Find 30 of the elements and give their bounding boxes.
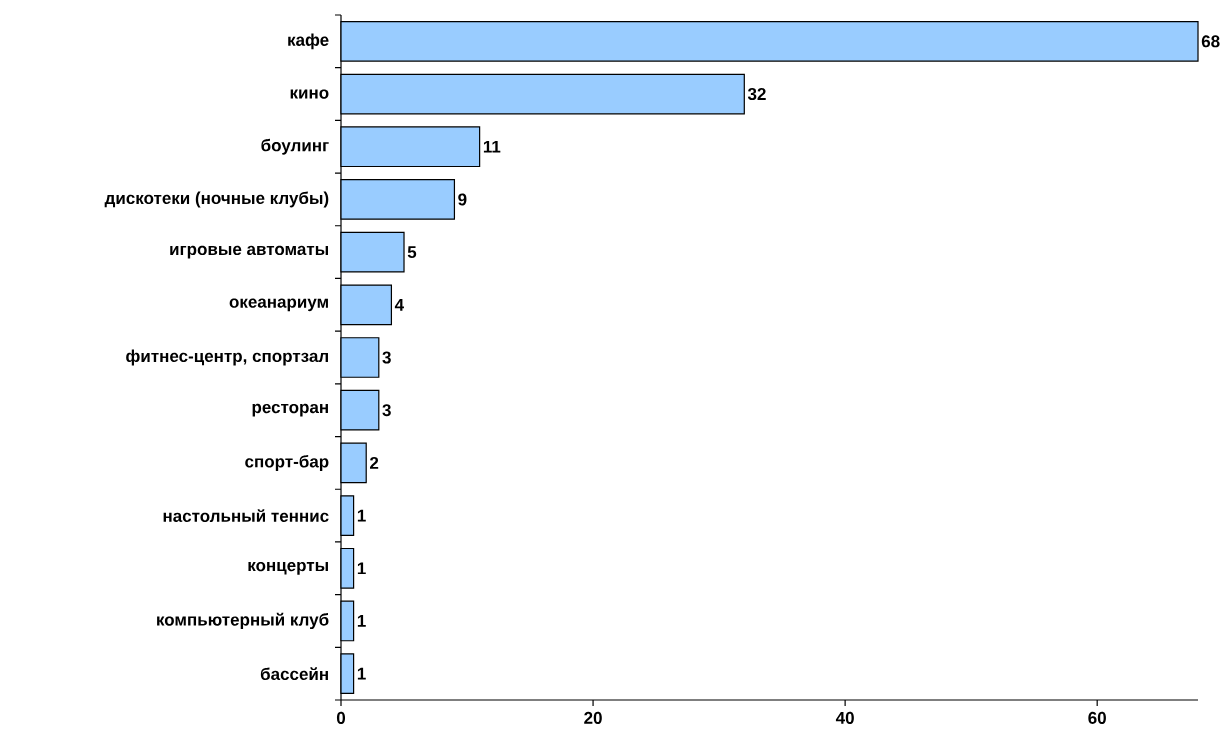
y-tick-label: океанариум [229,298,328,312]
y-tick-label: настольный теннис [163,509,329,522]
data-label: 2 [370,456,379,469]
x-tick-label: 60 [1088,711,1106,724]
y-tick-label: бассейн [260,667,328,681]
y-tick-label: концерты [248,561,328,575]
y-tick-label: кафе [288,33,329,50]
x-tick-label: 0 [336,711,346,724]
y-tick-label: кино [290,89,329,99]
data-label: 1 [357,562,366,575]
y-tick-label: ресторан [252,403,328,417]
data-label: 1 [357,615,366,627]
y-tick-label: фитнес-центр, спортзал [126,349,328,366]
data-label: 11 [483,140,501,153]
y-tick-label: дискотеки (ночные клубы) [104,191,329,208]
y-tick-label: боулинг [261,138,329,155]
data-label: 68 [1201,35,1220,48]
y-tick-label: игровые автоматы [170,245,328,259]
data-label: 4 [394,298,404,311]
data-label: 1 [357,667,366,680]
y-tick-label: компьютерный клуб [157,612,329,630]
data-label: 3 [382,351,391,364]
data-label: 3 [382,404,391,417]
x-tick-label: 40 [835,711,854,724]
data-label: 9 [458,193,467,206]
data-label: 32 [747,88,766,101]
data-label: 5 [407,246,417,259]
x-tick-label: 20 [584,711,602,724]
y-tick-label: спорт-бар [245,454,329,471]
data-label: 1 [357,509,366,522]
